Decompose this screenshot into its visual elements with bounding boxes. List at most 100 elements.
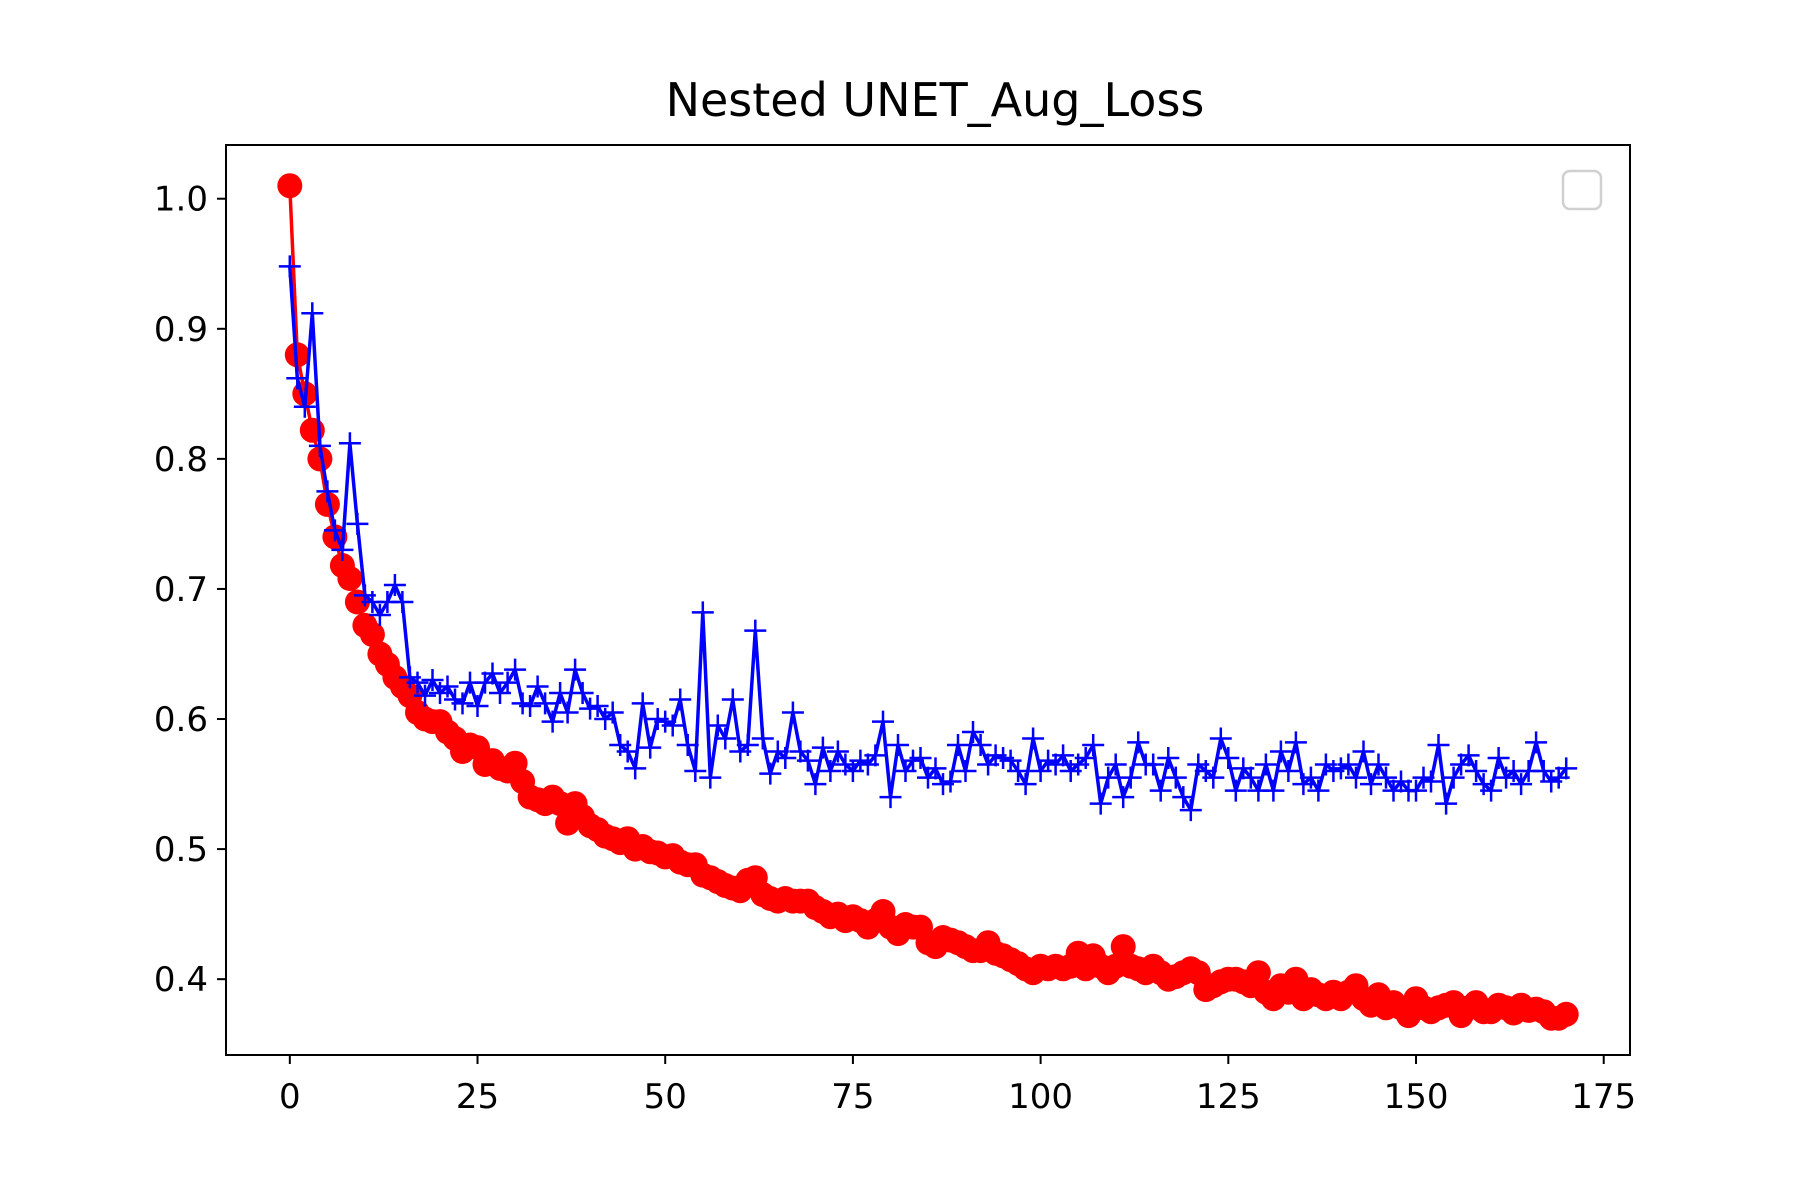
data-point	[526, 675, 549, 698]
data-point	[1157, 747, 1180, 769]
data-point	[826, 740, 849, 763]
data-point	[1104, 753, 1127, 776]
data-point	[1172, 786, 1195, 809]
data-point	[534, 692, 557, 715]
data-point	[744, 619, 767, 642]
data-point	[1480, 779, 1503, 802]
y-tick-label: 0.8	[154, 440, 208, 480]
x-tick-label: 150	[1384, 1077, 1449, 1117]
axes-frame	[225, 144, 1631, 1056]
data-point	[1345, 766, 1367, 789]
data-point	[1127, 731, 1150, 754]
data-point	[286, 367, 309, 390]
data-point	[706, 714, 729, 737]
data-point	[1209, 727, 1232, 750]
y-tick-label: 0.5	[154, 830, 208, 870]
y-tick-label: 0.7	[154, 570, 208, 610]
data-point	[436, 675, 459, 698]
series-line	[288, 266, 1568, 812]
data-point	[541, 710, 564, 733]
data-point	[1262, 779, 1285, 802]
data-point	[811, 736, 834, 759]
data-point	[947, 734, 969, 756]
x-tick-label: 50	[644, 1077, 687, 1117]
data-point	[1254, 753, 1277, 776]
data-point	[1360, 773, 1382, 796]
data-point	[1245, 960, 1271, 986]
y-axis: 0.4 0.5 0.6 0.7 0.8 0.9 1.0	[154, 180, 226, 1000]
data-point	[1555, 757, 1578, 780]
data-point	[368, 604, 391, 626]
data-point	[293, 395, 316, 418]
data-point	[1457, 744, 1480, 767]
data-point	[586, 695, 609, 717]
data-point	[969, 734, 992, 756]
legend	[1561, 169, 1603, 211]
data-point	[496, 671, 519, 694]
data-point	[939, 770, 962, 793]
data-point	[1097, 766, 1120, 789]
data-point	[721, 688, 744, 711]
data-point	[383, 574, 406, 596]
x-tick-label: 75	[831, 1077, 874, 1117]
data-point	[774, 747, 797, 769]
data-point	[277, 173, 303, 199]
data-point	[684, 760, 707, 782]
x-tick-label: 25	[456, 1077, 499, 1117]
x-tick-label: 0	[279, 1077, 301, 1117]
data-point	[519, 695, 542, 717]
data-point	[406, 671, 429, 694]
data-point	[819, 760, 842, 782]
data-point	[699, 766, 722, 789]
data-point	[1352, 740, 1375, 763]
data-point	[781, 701, 804, 724]
data-point	[1074, 747, 1097, 769]
data-point	[639, 736, 662, 759]
data-point	[669, 688, 692, 711]
data-point	[421, 669, 444, 691]
data-point	[307, 446, 333, 472]
data-point	[1089, 792, 1112, 815]
data-point	[1014, 773, 1037, 796]
data-point	[466, 695, 489, 717]
data-point	[751, 727, 774, 750]
data-point	[504, 658, 527, 681]
data-point	[1510, 773, 1533, 796]
data-point	[1022, 727, 1045, 750]
data-point	[414, 684, 436, 707]
series-0	[277, 173, 1579, 1031]
data-point	[571, 682, 594, 704]
data-point	[1465, 760, 1488, 782]
data-point	[1435, 792, 1458, 815]
data-point	[616, 740, 639, 763]
data-point	[796, 749, 819, 772]
data-point	[451, 692, 474, 715]
data-point	[331, 538, 354, 561]
plot-area	[277, 173, 1579, 1031]
data-point	[676, 734, 699, 756]
data-point	[556, 701, 579, 724]
data-point	[864, 744, 887, 767]
data-point	[736, 734, 759, 756]
chart-title: Nested UNET_Aug_Loss	[666, 73, 1205, 127]
data-point	[1405, 779, 1427, 802]
data-point	[1427, 734, 1450, 756]
data-point	[1217, 747, 1240, 769]
data-point	[1007, 760, 1030, 782]
data-point	[1337, 753, 1360, 776]
data-point	[962, 721, 984, 743]
data-point	[338, 432, 361, 455]
data-point	[872, 710, 894, 733]
data-point	[759, 762, 782, 785]
data-point	[278, 255, 301, 278]
data-point	[1119, 766, 1142, 789]
data-point	[1179, 799, 1202, 822]
data-point	[549, 682, 572, 704]
data-point	[391, 591, 414, 613]
y-tick-label: 0.6	[154, 700, 208, 740]
data-point	[1375, 766, 1397, 789]
legend-frame	[1561, 169, 1603, 211]
x-axis: 0 25 50 75 100 125 150 175	[279, 1055, 1636, 1117]
y-tick-label: 0.9	[154, 310, 208, 350]
y-tick-label: 1.0	[154, 180, 208, 220]
